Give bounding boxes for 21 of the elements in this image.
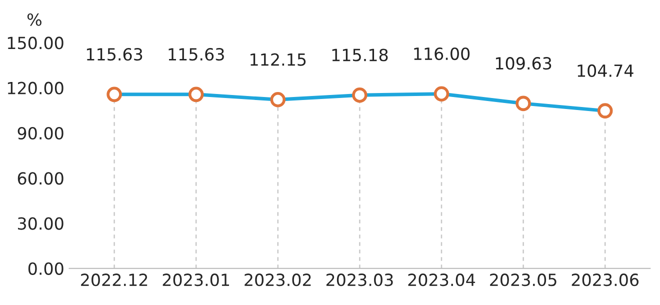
x-tick-label: 2023.06 (572, 274, 639, 286)
x-tick-label: 2022.12 (81, 274, 148, 286)
x-tick-label: 2023.04 (408, 274, 476, 286)
y-tick-label: 150.00 (8, 36, 64, 50)
x-tick-label: 2023.05 (490, 274, 556, 286)
data-label: 115.63 (168, 48, 224, 61)
data-label: 112.15 (250, 53, 306, 66)
data-label: 109.63 (496, 57, 552, 70)
data-label: 104.74 (578, 64, 634, 78)
data-label: 116.00 (414, 47, 470, 60)
x-tick-label: 2023.03 (326, 274, 393, 286)
data-label: 115.63 (86, 48, 142, 61)
y-tick-label: 60.00 (18, 172, 64, 185)
data-label: 115.18 (332, 48, 388, 62)
x-tick-label: 2023.01 (162, 274, 230, 286)
y-tick-label: 30.00 (18, 217, 64, 230)
y-tick-label: 90.00 (18, 126, 64, 140)
x-tick-label: 2023.02 (244, 274, 311, 286)
y-tick-label: 0.00 (28, 262, 64, 275)
y-tick-label: 120.00 (8, 82, 64, 94)
y-axis-title: % (27, 13, 42, 26)
